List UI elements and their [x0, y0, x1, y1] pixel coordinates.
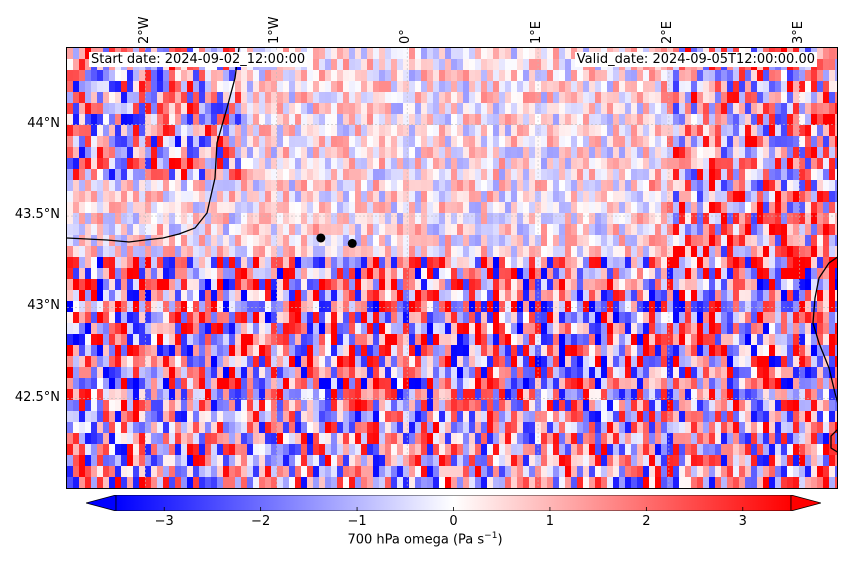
colorbar-tick-label: 3 [738, 514, 747, 529]
lat-tick-label: 43.5°N [14, 207, 60, 223]
lat-tick-label: 44°N [27, 115, 60, 131]
location-marker-1 [316, 233, 326, 243]
lon-tick-label: 1°W [267, 16, 283, 44]
lon-tick-label: 2°E [659, 21, 675, 44]
colorbar-label-text: 700 hPa omega (Pa s [347, 532, 485, 548]
colorbar-extend-max [790, 495, 821, 511]
lat-tick-label: 43°N [27, 298, 60, 314]
map-plot-area: Start date: 2024-09-02_12:00:00 Valid_da… [66, 47, 838, 489]
gridlines [67, 48, 837, 488]
colorbar-tick-label: −2 [251, 514, 271, 529]
location-marker-2 [347, 238, 357, 248]
colorbar-ticks [163, 507, 744, 511]
colorbar-label: 700 hPa omega (Pa s−1) [0, 531, 850, 547]
colorbar-label-close: ) [497, 532, 503, 548]
colorbar-label-exponent: −1 [484, 531, 498, 541]
lon-tick-label: 2°W [136, 16, 152, 44]
coastline [67, 48, 837, 453]
colorbar-tick-label: −3 [154, 514, 174, 529]
location-markers [316, 233, 357, 248]
colorbar-tick-label: −1 [347, 514, 367, 529]
valid-date-label: Valid_date: 2024-09-05T12:00:00.00 [574, 52, 817, 67]
colorbar-tick-label: 0 [449, 514, 458, 529]
omega-field-map [67, 48, 837, 488]
colorbar-extend-min [86, 495, 117, 511]
lon-tick-label: 1°E [529, 21, 545, 44]
colorbar-tick-label: 2 [642, 514, 651, 529]
omega-field-layer [67, 48, 837, 488]
start-date-label: Start date: 2024-09-02_12:00:00 [89, 52, 308, 67]
lon-tick-label: 3°E [790, 21, 806, 44]
lat-tick-label: 42.5°N [14, 389, 60, 405]
colorbar [86, 495, 821, 511]
colorbar-tick-label: 1 [545, 514, 555, 529]
lon-tick-label: 0° [398, 29, 414, 44]
